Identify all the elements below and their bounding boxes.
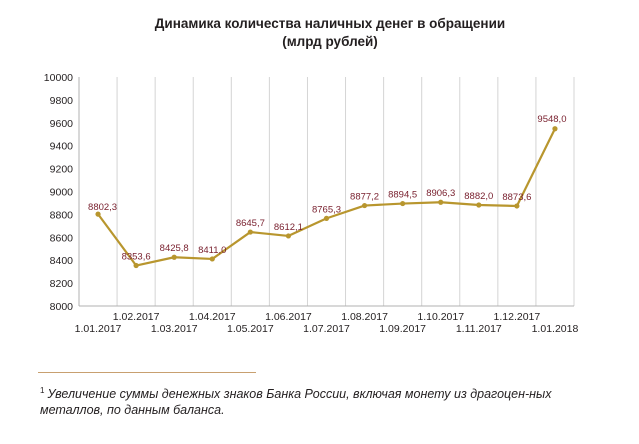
x-tick-label: 1.01.2017 (75, 323, 122, 335)
x-tick-label: 1.09.2017 (379, 323, 426, 335)
data-label: 8802,3 (88, 202, 117, 213)
x-tick-label: 1.10.2017 (417, 311, 464, 323)
chart-grid (78, 77, 575, 306)
data-label: 8894,5 (388, 190, 417, 201)
y-tick-label: 8200 (50, 278, 74, 290)
y-tick-label: 9400 (50, 141, 74, 153)
data-label: 8873,6 (502, 192, 531, 203)
x-tick-label: 1.07.2017 (303, 323, 350, 335)
data-labels: 8802,3 8353,6 8425,8 8411,0 8645,7 8612,1 8765… (88, 114, 566, 263)
footnote: 1 Увеличение суммы денежных знаков Банка … (40, 383, 600, 418)
data-point (171, 254, 177, 260)
x-tick-label: 1.02.2017 (113, 311, 160, 323)
data-point (209, 256, 215, 262)
chart-title-line-2: (млрд рублей) (282, 34, 378, 49)
data-point (361, 202, 368, 209)
data-label: 8906,3 (426, 188, 455, 199)
x-tick-label: 1.03.2017 (151, 323, 198, 335)
data-label: 9548,0 (537, 114, 566, 125)
x-tick-label: 1.11.2017 (456, 323, 502, 335)
data-point (552, 126, 558, 132)
data-point (247, 229, 253, 235)
data-point (438, 199, 444, 205)
data-label: 8353,6 (122, 252, 151, 263)
data-label: 8877,2 (350, 192, 379, 203)
y-tick-label: 10000 (44, 72, 73, 84)
data-label: 8425,8 (160, 243, 189, 254)
footnote-text: Увеличение суммы денежных знаков Банка Р… (40, 387, 552, 418)
y-tick-label: 8600 (50, 232, 74, 244)
footnote-marker: 1 (40, 386, 45, 395)
line-chart: Динамика количества наличных денег в обр… (44, 16, 579, 335)
data-point (514, 203, 520, 209)
y-tick-label: 9000 (50, 187, 74, 199)
data-label: 8765,3 (312, 204, 341, 215)
x-tick-label: 1.08.2017 (341, 311, 388, 323)
data-point (95, 211, 101, 217)
y-tick-label: 9800 (50, 95, 74, 107)
data-point (285, 233, 292, 239)
data-point (323, 215, 330, 221)
x-tick-label: 1.12.2017 (494, 311, 541, 323)
data-label: 8645,7 (236, 218, 265, 229)
data-label: 8612,1 (274, 222, 303, 233)
x-tick-label: 1.01.2018 (532, 323, 579, 335)
y-axis: 8000 8200 8400 8600 8800 9000 9200 9400 9600 9800… (44, 72, 80, 313)
y-tick-label: 8000 (50, 301, 74, 313)
x-axis: 1.01.20171.02.20171.03.20171.04.20171.05… (75, 305, 579, 335)
x-tick-label: 1.05.2017 (227, 323, 274, 335)
y-tick-label: 9600 (50, 118, 74, 130)
data-label: 8882,0 (464, 191, 493, 202)
data-point (400, 200, 406, 207)
data-point (476, 202, 482, 208)
y-tick-label: 8800 (50, 209, 74, 221)
footnote-divider (38, 372, 256, 373)
series-cash-in-circulation (95, 126, 558, 269)
data-label: 8411,0 (198, 245, 226, 256)
data-point (133, 262, 139, 269)
x-tick-label: 1.06.2017 (265, 311, 312, 323)
chart-title-line-1: Динамика количества наличных денег в обр… (155, 16, 505, 31)
y-tick-label: 9200 (50, 164, 74, 176)
y-tick-label: 8400 (50, 255, 74, 267)
x-tick-label: 1.04.2017 (189, 311, 236, 323)
